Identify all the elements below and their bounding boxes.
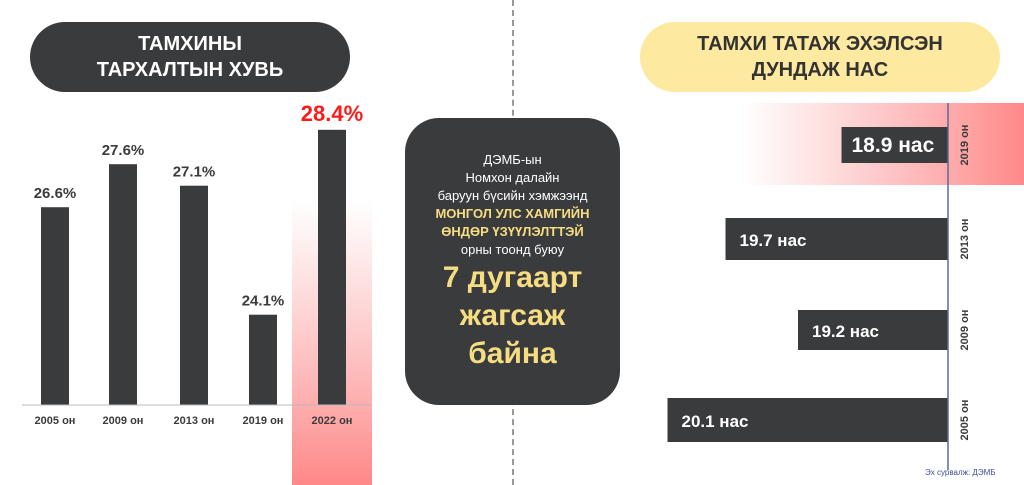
callout-line: баруун бүсийн хэмжээнд (437, 187, 588, 203)
bar (841, 127, 948, 163)
bar (249, 314, 277, 405)
data-label: 18.9 нас (852, 134, 935, 157)
data-label: 24.1% (242, 293, 285, 310)
bar (180, 185, 208, 405)
bar (318, 129, 346, 406)
x-tick-label: 2022 он (312, 415, 353, 427)
data-label: 27.1% (173, 164, 216, 181)
x-tick-label: 2005 он (35, 415, 76, 427)
callout-line: Номхон далайн (465, 169, 560, 185)
data-label: 19.7 нас (740, 231, 807, 250)
callout-big: 7 дугаарт (442, 260, 583, 294)
y-tick-label: 2013 он (959, 219, 971, 260)
callout-big: байна (468, 336, 557, 370)
title-line: ТАРХАЛТЫН ХУВЬ (96, 59, 284, 81)
title-line: ТАМХИ ТАТАЖ ЭХЭЛСЭН (697, 33, 943, 55)
bar (41, 207, 69, 405)
x-tick-label: 2013 он (174, 415, 215, 427)
y-tick-label: 2009 он (959, 310, 971, 351)
callout-big: жагсаж (459, 298, 566, 332)
title-line: ДУНДАЖ НАС (751, 59, 889, 81)
callout-highlight: МОНГОЛ УЛС ХАМГИЙН (435, 205, 590, 221)
callout-line: орны тоонд буюу (460, 241, 565, 257)
x-tick-label: 2019 он (243, 415, 284, 427)
y-tick-label: 2019 он (959, 125, 971, 166)
data-label: 19.2 нас (812, 322, 879, 341)
callout-line: ДЭМБ-ын (483, 151, 542, 167)
ranking-callout: ДЭМБ-ын Номхон далайн баруун бүсийн хэмж… (405, 118, 620, 405)
bar (725, 218, 948, 260)
start-age-title: ТАМХИ ТАТАЖ ЭХЭЛСЭН ДУНДАЖ НАС (640, 22, 1000, 92)
y-tick-label: 2005 он (959, 400, 971, 441)
source-note: Эх сурвалж: ДЭМБ (925, 468, 996, 477)
data-label: 27.6% (102, 142, 145, 159)
prevalence-title: ТАМХИНЫ ТАРХАЛТЫН ХУВЬ (30, 22, 350, 92)
bar (109, 164, 137, 405)
data-label: 28.4% (301, 101, 363, 126)
x-tick-label: 2009 он (103, 415, 144, 427)
data-label: 26.6% (34, 185, 77, 202)
title-line: ТАМХИНЫ (138, 33, 242, 55)
bar (667, 398, 948, 442)
data-label: 20.1 нас (682, 412, 749, 431)
callout-highlight: ӨНДӨР ҮЗҮҮЛЭЛТТЭЙ (441, 223, 584, 239)
bar (798, 310, 948, 350)
